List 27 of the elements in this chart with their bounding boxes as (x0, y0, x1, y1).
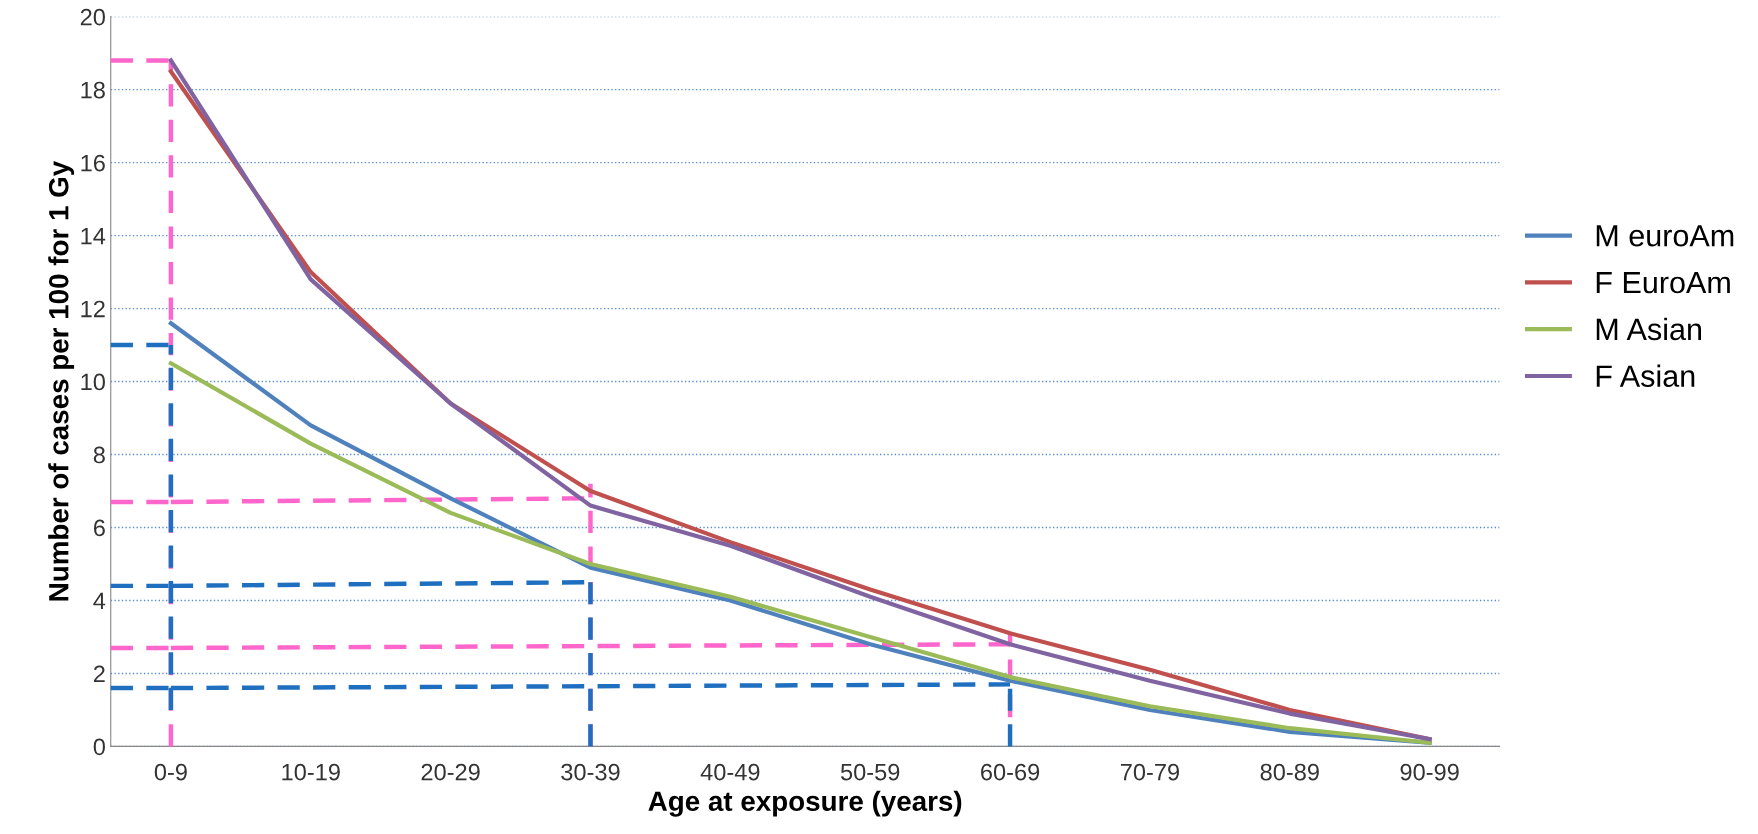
legend-label: M euroAm (1596, 225, 1734, 247)
x-tick-label: 60-69 (981, 763, 1040, 781)
x-axis-title: Age at exposure (years) (648, 790, 962, 817)
x-tick-label: 80-89 (1260, 763, 1319, 781)
y-axis-title: Number of cases per 100 for 1 Gy (48, 160, 75, 601)
y-tick-label: 8 (93, 446, 105, 464)
x-tick-label: 20-29 (421, 763, 480, 781)
y-tick-label: 14 (81, 227, 106, 245)
x-tick-label: 10-19 (282, 763, 340, 781)
legend-label: M Asian (1596, 317, 1702, 341)
x-tick-label: 70-79 (1120, 763, 1179, 781)
y-tick-label: 20 (80, 8, 105, 26)
x-tick-label: 40-49 (700, 763, 760, 781)
legend-label: F EuroAm (1596, 272, 1730, 294)
y-tick-label: 18 (81, 81, 105, 99)
x-tick-label: 30-39 (561, 763, 620, 781)
y-tick-label: 16 (81, 154, 105, 172)
y-tick-label: 2 (93, 665, 105, 683)
y-tick-label: 12 (81, 300, 105, 318)
legend-label: F Asian (1596, 364, 1695, 388)
y-tick-label: 0 (93, 738, 105, 756)
x-tick-label: 0-9 (154, 763, 187, 781)
y-tick-label: 10 (81, 373, 105, 391)
y-tick-label: 4 (93, 592, 106, 610)
x-tick-label: 50-59 (840, 763, 900, 781)
y-tick-label: 6 (93, 519, 105, 537)
x-tick-label: 90-99 (1400, 763, 1459, 781)
